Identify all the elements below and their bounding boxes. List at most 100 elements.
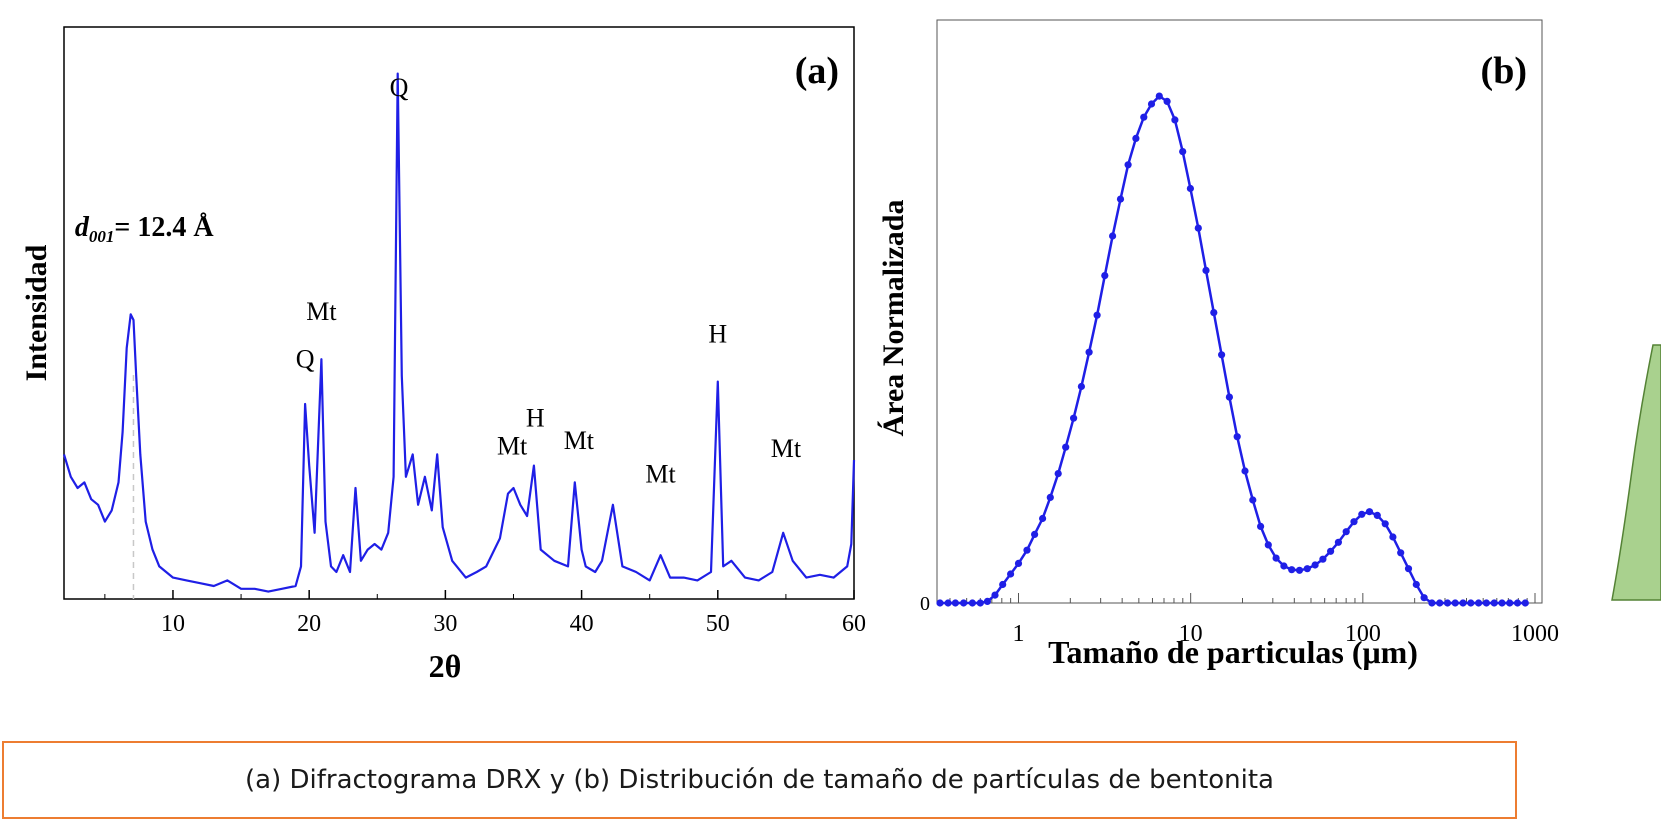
panel-b-y-axis-label: Área Normalizada [877,200,910,437]
panel-b-data-point [1194,224,1202,232]
panel-b-data-point [1404,565,1413,573]
caption-box: (a) Difractograma DRX y (b) Distribución… [2,741,1517,819]
panel-b-data-point [1303,565,1311,573]
panel-b-data-point [968,599,977,607]
panel-b-data-point [1459,599,1467,607]
panel-b-data-point [1319,555,1327,563]
panel-b-data-point [1085,348,1093,356]
panel-b-data-point [1513,599,1522,607]
panel-b-series-line [940,94,1526,605]
panel-b-x-axis-label: Tamaño de particulas (μm) [1048,634,1418,670]
panel-b-data-point [1467,599,1475,607]
panel-a-x-tick-label: 10 [161,611,185,637]
panel-b-data-point [1124,161,1132,169]
figure-caption: (a) Difractograma DRX y (b) Distribución… [245,765,1274,795]
panel-b-data-point [1350,518,1358,526]
panel-b-x-tick-label: 1000 [1511,621,1559,647]
panel-b-data-point [1109,232,1117,240]
panel-b-data-point [1241,467,1249,475]
panel-a-x-tick-label: 60 [842,611,866,637]
panel-b-data-point [1014,559,1023,568]
panel-a-peak-label: Q [296,345,315,374]
panel-b-x-tick-label: 100 [1345,621,1381,647]
panel-a-label: (a) [795,50,839,92]
panel-b-data-point [1062,443,1070,451]
panel-b-data-point [1093,311,1101,319]
panel-b-data-point [1218,351,1226,359]
panel-b-data-point [1031,530,1039,539]
panel-a-x-axis-label: 2θ [429,648,462,684]
panel-b-data-point [1225,393,1233,401]
panel-b-data-point [1373,511,1381,519]
panel-b-data-point [1233,433,1241,441]
panel-a-peak-label: Mt [771,434,802,463]
panel-b-data-point [1482,599,1490,607]
panel-b-data-point [1155,92,1163,100]
panel-b-data-point [991,591,999,599]
panel-b-data-point [1342,528,1350,536]
panel-b-data-point [1070,414,1078,422]
panel-b-data-point [1451,599,1459,607]
panel-b-data-point [1490,599,1498,607]
panel-b-data-point [1475,599,1483,607]
panel-b-x-tick-label: 10 [1179,621,1203,647]
panel-b-data-point [1272,554,1280,562]
panel-a-x-tick-label: 40 [570,611,594,637]
decorative-arrow-shape [1611,344,1661,601]
panel-b-data-point [1039,514,1047,523]
panel-b-data-point [1132,134,1140,142]
panel-b-data-point [1506,599,1514,607]
panel-b-data-point [951,599,960,607]
panel-b-data-point [1077,382,1085,391]
panel-b-data-point [1116,195,1125,203]
panel-a-d-spacing-label: d001= 12.4 Å [75,212,214,246]
panel-a-peak-label: Mt [306,297,337,326]
panel-b-data-point [1365,508,1374,516]
panel-a-x-tick-label: 20 [297,611,321,637]
d-spacing-italic: d [75,212,90,243]
panel-b-data-point [1163,97,1171,105]
panel-a-peak-label: H [526,403,545,432]
panel-b-data-point [1334,538,1342,546]
panel-b-data-point [1295,566,1304,574]
panel-b-data-point [1140,113,1148,121]
panel-b-data-point [944,599,952,607]
panel-b-data-point [1327,547,1335,555]
panel-b-data-point [1280,562,1288,570]
panel-b-data-point [1358,510,1366,518]
panel-b-data-point [1420,594,1428,602]
panel-a-peak-label: Q [390,73,409,102]
panel-b-data-point [999,580,1007,589]
panel-a-x-ticks: 10 20 30 40 50 60 [104,590,866,637]
panel-b-data-point [1257,522,1265,531]
panel-b-particle-size-chart: 1 10 100 1000 0 (b) Tamaño de particulas (μ… [877,19,1559,670]
panel-a-series-line [62,72,856,593]
panel-b-data-point [1054,470,1062,478]
panel-b-data-point [1288,566,1296,574]
panel-b-data-point [1171,116,1179,124]
panel-b-data-point [983,597,992,606]
panel-b-data-point [1147,100,1156,108]
panel-b-data-point [1179,148,1187,156]
panel-b-data-point [1007,570,1015,578]
panel-b-y-tick-label-0: 0 [920,593,930,615]
panel-a-peak-label: Mt [645,459,676,488]
panel-b-data-point [1436,599,1444,607]
panel-a-plot-frame [63,26,855,600]
panel-b-data-point [1249,496,1257,504]
panel-b-data-point [1186,184,1194,193]
panel-b-data-point [1311,561,1319,569]
panel-b-data-point [1498,599,1506,607]
panel-a-peak-label: H [708,319,727,348]
panel-b-data-point [1412,580,1420,589]
d-spacing-value: = 12.4 Å [114,212,214,243]
panel-b-data-point [1397,549,1405,557]
panel-b-data-point [1521,599,1529,607]
panel-b-data-point [1264,541,1272,549]
panel-a-y-axis-label: Intensidad [20,244,53,381]
panel-b-data-point [936,599,944,607]
panel-b-data-point [1023,546,1031,554]
panel-a-peak-label: Mt [497,431,528,460]
